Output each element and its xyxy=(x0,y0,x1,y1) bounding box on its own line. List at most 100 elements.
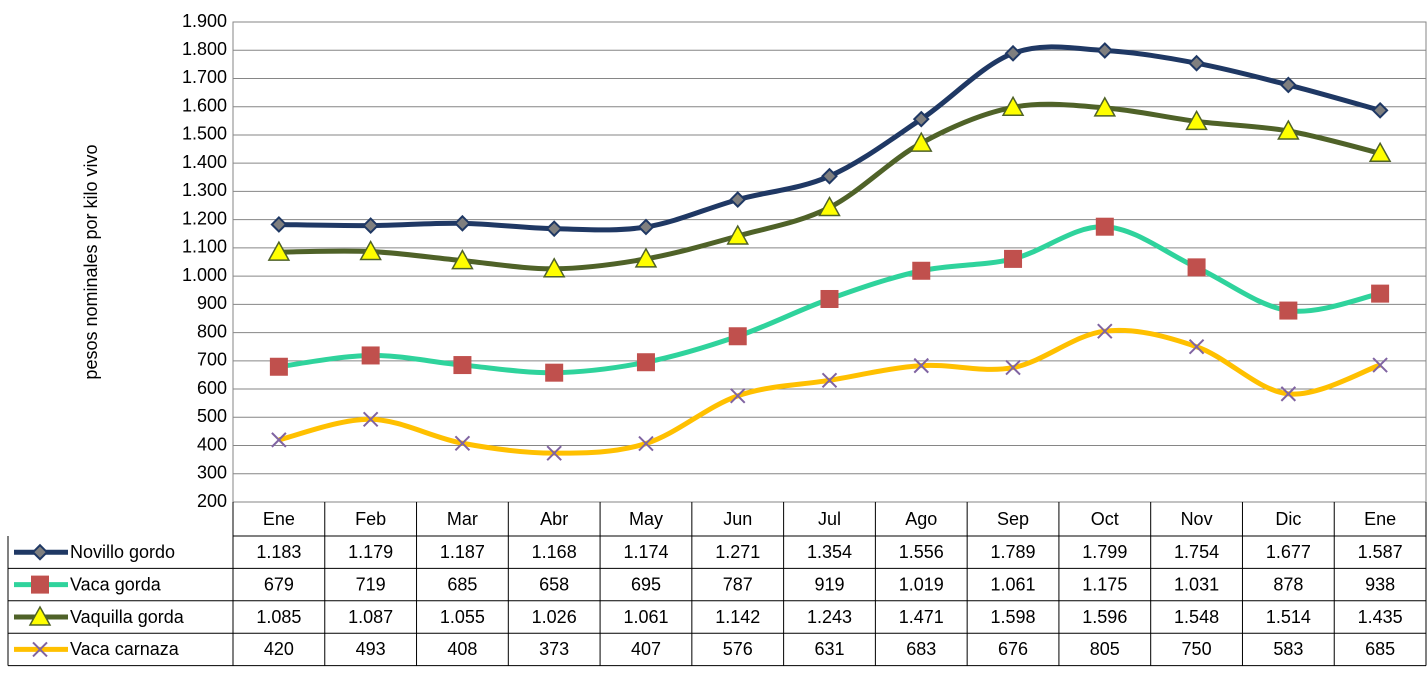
y-tick-label: 900 xyxy=(197,293,227,313)
marker xyxy=(1096,42,1114,59)
marker xyxy=(362,411,379,427)
legend-label: Novillo gordo xyxy=(70,542,175,562)
marker xyxy=(729,191,747,209)
table-value: 1.677 xyxy=(1266,542,1311,562)
y-tick-label: 1.700 xyxy=(182,67,227,87)
marker xyxy=(820,289,839,308)
table-value: 719 xyxy=(356,574,386,594)
marker xyxy=(726,224,750,245)
marker xyxy=(1005,359,1021,376)
table-value: 1.175 xyxy=(1082,574,1127,594)
marker xyxy=(1188,54,1205,72)
marker xyxy=(912,261,931,280)
y-tick-label: 1.300 xyxy=(182,180,227,200)
marker xyxy=(454,214,471,232)
table-value: 1.019 xyxy=(899,574,944,594)
category-label: Abr xyxy=(540,509,568,529)
marker xyxy=(1368,141,1392,163)
marker xyxy=(636,353,655,372)
table-value: 1.548 xyxy=(1174,607,1219,627)
marker xyxy=(913,357,929,374)
table-value: 1.061 xyxy=(991,574,1036,594)
table-value: 576 xyxy=(723,639,753,659)
table-value: 1.031 xyxy=(1174,574,1219,594)
table-value: 685 xyxy=(447,574,477,594)
table-value: 1.514 xyxy=(1266,607,1311,627)
table-value: 1.596 xyxy=(1082,607,1127,627)
marker xyxy=(821,167,838,185)
table-value: 1.179 xyxy=(348,542,393,562)
table-value: 1.168 xyxy=(532,542,577,562)
category-label: Ago xyxy=(905,509,937,529)
table-value: 408 xyxy=(447,639,477,659)
y-tick-label: 400 xyxy=(197,434,227,454)
marker xyxy=(1277,119,1300,140)
y-tick-label: 1.600 xyxy=(182,95,227,115)
plot-border xyxy=(232,21,1427,503)
category-label: May xyxy=(629,509,663,529)
marker xyxy=(361,346,380,365)
category-label: Sep xyxy=(997,509,1029,529)
y-tick-label: 1.400 xyxy=(182,152,227,172)
legend-marker xyxy=(31,543,49,561)
marker xyxy=(1004,249,1023,268)
table-value: 676 xyxy=(998,639,1028,659)
table-value: 1.187 xyxy=(440,542,485,562)
marker xyxy=(912,110,930,128)
marker xyxy=(362,217,380,234)
table-value: 1.055 xyxy=(440,607,485,627)
marker xyxy=(453,356,472,375)
marker xyxy=(1372,357,1388,373)
table-value: 631 xyxy=(814,639,844,659)
marker xyxy=(267,240,291,261)
table-value: 878 xyxy=(1273,574,1303,594)
table-value: 750 xyxy=(1182,639,1212,659)
marker xyxy=(637,218,655,236)
y-tick-label: 1.500 xyxy=(182,124,227,144)
y-tick-label: 800 xyxy=(197,321,227,341)
table-value: 1.556 xyxy=(899,542,944,562)
table-value: 1.061 xyxy=(623,607,668,627)
table-value: 938 xyxy=(1365,574,1395,594)
legend-label: Vaca gorda xyxy=(70,574,162,594)
marker xyxy=(359,240,382,261)
marker xyxy=(542,257,566,278)
table-value: 685 xyxy=(1365,639,1395,659)
table-value: 1.142 xyxy=(715,607,760,627)
y-tick-label: 600 xyxy=(197,378,227,398)
table-value: 1.598 xyxy=(991,607,1036,627)
table-value: 1.243 xyxy=(807,607,852,627)
table-value: 1.587 xyxy=(1358,542,1403,562)
table-value: 1.026 xyxy=(532,607,577,627)
y-tick-label: 500 xyxy=(197,406,227,426)
table-value: 1.789 xyxy=(991,542,1036,562)
table-value: 919 xyxy=(814,574,844,594)
marker xyxy=(728,327,747,346)
marker xyxy=(1185,109,1208,131)
marker xyxy=(451,249,474,270)
table-value: 1.087 xyxy=(348,607,393,627)
table-value: 695 xyxy=(631,574,661,594)
table-value: 583 xyxy=(1273,639,1303,659)
legend-label: Vaquilla gorda xyxy=(70,607,185,627)
table-value: 679 xyxy=(264,574,294,594)
table-value: 373 xyxy=(539,639,569,659)
legend-marker xyxy=(32,641,48,658)
table-value: 1.754 xyxy=(1174,542,1219,562)
marker xyxy=(1095,217,1114,236)
category-label: Jun xyxy=(723,509,752,529)
y-tick-label: 1.100 xyxy=(182,237,227,257)
table-value: 1.271 xyxy=(715,542,760,562)
marker xyxy=(1188,338,1205,355)
legend-marker xyxy=(31,575,49,594)
y-tick-label: 700 xyxy=(197,350,227,370)
y-tick-label: 1.200 xyxy=(182,208,227,228)
category-label: Mar xyxy=(447,509,478,529)
marker xyxy=(1371,284,1390,303)
y-tick-label: 1.900 xyxy=(182,11,227,31)
marker xyxy=(821,372,838,389)
category-label: Nov xyxy=(1181,509,1213,529)
y-tick-label: 200 xyxy=(197,491,227,511)
